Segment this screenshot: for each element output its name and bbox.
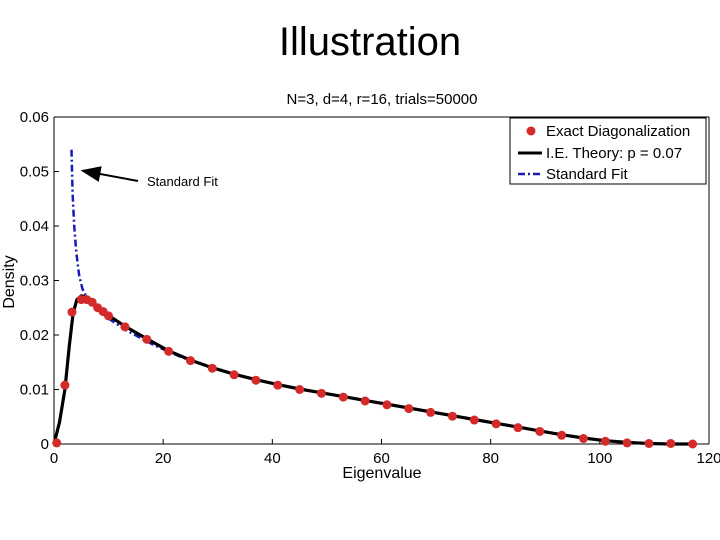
- data-point-exact: [295, 385, 305, 394]
- data-point-exact: [644, 438, 654, 448]
- data-point-exact: [426, 407, 436, 417]
- x-tick-label: 0: [50, 450, 58, 467]
- y-tick-label: 0.01: [20, 382, 49, 399]
- data-point-exact: [666, 438, 676, 448]
- data-point-exact: [360, 396, 370, 406]
- annotation-standard-fit: Standard Fit: [147, 174, 218, 189]
- series-line-standard-fit: [70, 149, 693, 446]
- data-point-exact: [142, 334, 152, 344]
- annotation-arrow: [80, 166, 139, 182]
- data-point-exact: [52, 438, 62, 448]
- x-tick-label: 40: [264, 450, 281, 467]
- data-point-exact: [535, 426, 545, 436]
- x-tick-label: 60: [373, 450, 390, 467]
- legend-label-theory: I.E. Theory: p = 0.07: [546, 145, 682, 162]
- legend-label-fit: Standard Fit: [546, 166, 629, 183]
- data-point-exact: [382, 400, 392, 410]
- data-point-exact: [491, 419, 501, 429]
- data-point-exact: [578, 434, 588, 444]
- data-point-exact: [469, 415, 479, 425]
- data-point-exact: [164, 346, 174, 356]
- data-point-exact: [316, 388, 326, 398]
- data-point-exact: [600, 436, 610, 446]
- x-tick-label: 100: [587, 450, 612, 467]
- data-point-exact: [513, 423, 523, 433]
- data-point-exact: [404, 404, 414, 414]
- data-point-exact: [622, 438, 632, 448]
- data-point-exact: [185, 356, 195, 366]
- chart-title: N=3, d=4, r=16, trials=50000: [287, 91, 478, 108]
- data-point-exact: [207, 363, 217, 373]
- slide-title: Illustration: [278, 20, 462, 64]
- x-tick-label: 120: [696, 450, 720, 467]
- data-point-exact: [251, 375, 261, 385]
- data-point-exact: [104, 311, 114, 321]
- legend: Exact Diagonalization I.E. Theory: p = 0…: [509, 117, 707, 185]
- data-point-exact: [688, 439, 698, 449]
- y-tick-label: 0.02: [20, 327, 49, 344]
- y-tick-label: 0.03: [20, 273, 49, 290]
- y-tick-label: 0.05: [20, 164, 49, 181]
- data-point-exact: [229, 370, 239, 380]
- data-point-exact: [67, 307, 77, 317]
- y-tick-label: 0.04: [20, 218, 49, 235]
- data-point-exact: [60, 380, 70, 390]
- legend-label-exact: Exact Diagonalization: [546, 123, 690, 140]
- data-point-exact: [338, 392, 348, 402]
- data-point-exact: [557, 430, 567, 440]
- y-tick-label: 0.06: [20, 109, 49, 126]
- x-axis-label: Eigenvalue: [342, 465, 421, 482]
- legend-box: [509, 117, 707, 185]
- data-point-exact: [87, 297, 97, 307]
- y-axis-label: Density: [1, 255, 18, 308]
- y-tick-label: 0: [41, 436, 49, 453]
- data-point-exact: [273, 380, 283, 390]
- data-point-exact: [120, 322, 130, 332]
- series-line-ie-theory: [52, 294, 693, 446]
- data-point-exact: [447, 411, 457, 421]
- x-tick-label: 20: [155, 450, 172, 467]
- legend-marker-exact: [526, 126, 536, 136]
- x-tick-label: 80: [482, 450, 499, 467]
